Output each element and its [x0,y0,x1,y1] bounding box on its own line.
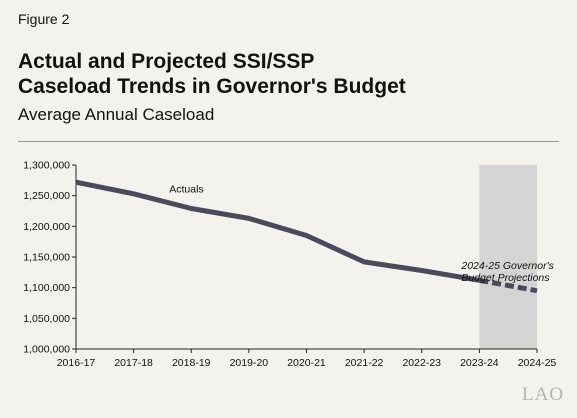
chart-title: Actual and Projected SSI/SSP Caseload Tr… [18,49,558,99]
projection-shaded-region [479,165,537,349]
x-tick-label: 2018-19 [172,357,211,369]
y-tick-label: 1,200,000 [23,221,70,233]
x-tick-label: 2021-22 [345,357,384,369]
x-tick-label: 2017-18 [114,357,153,369]
projection-annotation-line: Budget Projections [461,272,550,284]
figure-label: Figure 2 [18,11,70,27]
y-tick-label: 1,300,000 [23,160,70,172]
chart-subtitle: Average Annual Caseload [18,105,215,124]
x-tick-label: 2016-17 [57,357,96,369]
actuals-line [75,179,480,283]
y-tick-label: 1,150,000 [23,252,70,264]
title-divider [18,141,559,142]
x-tick-label: 2023-24 [460,357,499,369]
y-tick-label: 1,250,000 [23,190,70,202]
title-line-1: Actual and Projected SSI/SSP [18,50,315,73]
y-tick-label: 1,100,000 [23,282,70,294]
x-tick-label: 2022-23 [402,357,441,369]
y-tick-label: 1,000,000 [23,344,70,356]
projection-line [478,277,538,294]
x-tick-label: 2020-21 [287,357,326,369]
x-tick-label: 2024-25 [518,357,557,369]
y-tick-label: 1,050,000 [23,313,70,325]
x-tick-label: 2019-20 [230,357,269,369]
lao-logo: LAO [522,384,565,405]
title-line-2: Caseload Trends in Governor's Budget [18,75,406,98]
actuals-annotation: Actuals [169,183,203,195]
projection-annotation-line: 2024-25 Governor's [460,260,554,272]
